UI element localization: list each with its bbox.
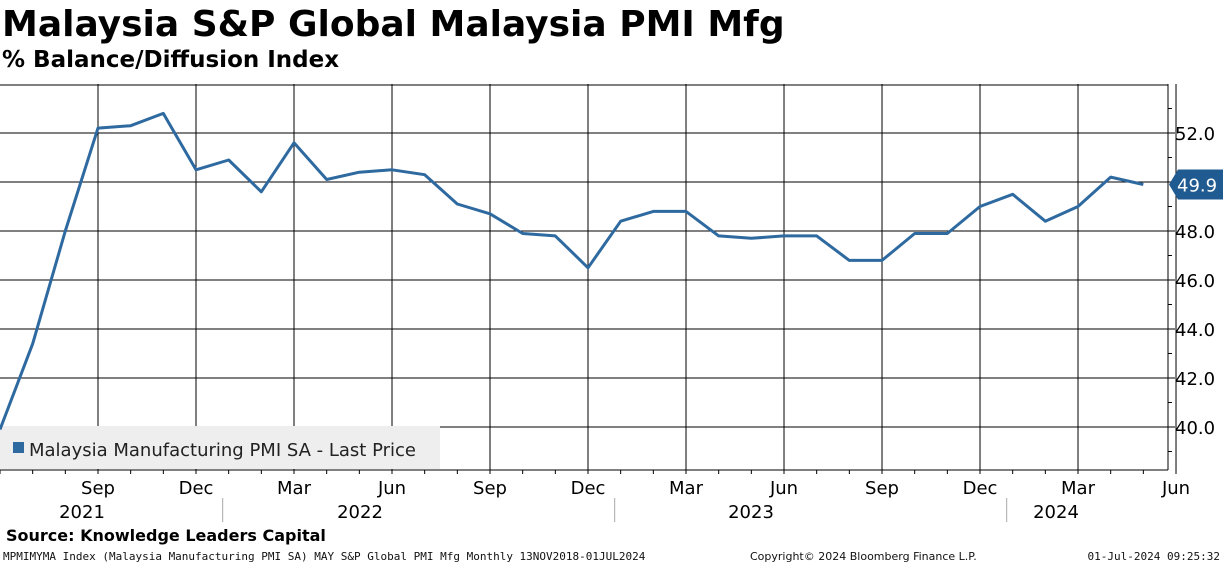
last-value-label: 49.9 <box>1177 175 1217 196</box>
x-year-label: 2022 <box>337 502 383 523</box>
x-tick-label: Dec <box>571 478 606 499</box>
data-point <box>1011 193 1014 196</box>
x-tick-label: Jun <box>769 478 798 499</box>
data-point <box>64 230 67 233</box>
footer-copyright: Copyright© 2024 Bloomberg Finance L.P. <box>750 550 977 563</box>
legend-swatch <box>13 442 24 453</box>
footer-index-info: MPMIMYMA Index (Malaysia Manufacturing P… <box>3 550 646 563</box>
data-point <box>195 168 198 171</box>
data-point <box>97 127 100 130</box>
data-point <box>750 237 753 240</box>
y-tick-label: 42.0 <box>1175 369 1215 390</box>
x-tick-label: Mar <box>669 478 704 499</box>
data-point <box>260 190 263 193</box>
data-point <box>423 173 426 176</box>
data-point <box>554 234 557 237</box>
y-tick-label: 48.0 <box>1175 222 1215 243</box>
legend-label: Malaysia Manufacturing PMI SA - Last Pri… <box>29 440 416 461</box>
data-point <box>1142 183 1145 186</box>
x-tick-label: Jun <box>1161 478 1190 499</box>
data-point <box>227 158 230 161</box>
data-point <box>489 212 492 215</box>
footer-timestamp: 01-Jul-2024 09:25:32 <box>1087 550 1220 563</box>
data-point <box>783 234 786 237</box>
data-point <box>979 205 982 208</box>
data-point <box>685 210 688 213</box>
data-point <box>456 203 459 206</box>
legend-box <box>0 426 440 469</box>
data-point <box>31 342 34 345</box>
x-tick-label: Mar <box>1061 478 1096 499</box>
source-note: Source: Knowledge Leaders Capital <box>6 526 326 545</box>
data-point <box>587 266 590 269</box>
data-point <box>521 232 524 235</box>
data-point <box>652 210 655 213</box>
x-tick-label: Sep <box>473 478 507 499</box>
chart-title: Malaysia S&P Global Malaysia PMI Mfg <box>2 4 785 45</box>
data-point <box>946 232 949 235</box>
y-tick-label: 46.0 <box>1175 271 1215 292</box>
series-line <box>0 111 1144 431</box>
data-point <box>293 141 296 144</box>
data-point <box>848 259 851 262</box>
last-value-callout <box>1169 169 1223 200</box>
x-tick-label: Sep <box>81 478 115 499</box>
data-point <box>881 259 884 262</box>
y-tick-label: 44.0 <box>1175 320 1215 341</box>
data-point <box>1044 220 1047 223</box>
x-tick-label: Mar <box>277 478 312 499</box>
data-point <box>162 112 165 115</box>
x-year-label: 2024 <box>1033 502 1079 523</box>
data-point <box>129 124 132 127</box>
data-point <box>815 234 818 237</box>
data-point <box>1109 176 1112 179</box>
chart-subtitle: % Balance/Diffusion Index <box>2 47 340 73</box>
x-year-label: 2021 <box>59 502 105 523</box>
data-point <box>391 168 394 171</box>
data-point <box>717 234 720 237</box>
y-tick-label: 52.0 <box>1175 124 1215 145</box>
data-point <box>1077 205 1080 208</box>
x-tick-label: Sep <box>865 478 899 499</box>
x-tick-label: Jun <box>377 478 406 499</box>
data-point <box>325 178 328 181</box>
x-year-label: 2023 <box>728 502 774 523</box>
data-point <box>619 220 622 223</box>
x-tick-label: Dec <box>963 478 998 499</box>
data-point <box>913 232 916 235</box>
data-point <box>358 171 361 174</box>
x-tick-label: Dec <box>179 478 214 499</box>
y-tick-label: 40.0 <box>1175 418 1215 439</box>
